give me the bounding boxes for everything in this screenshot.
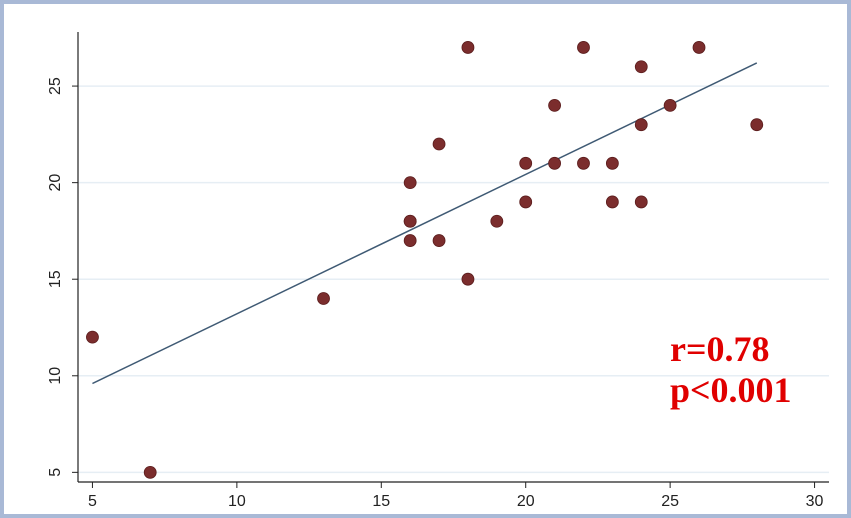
data-point	[605, 195, 619, 209]
y-tick-label: 5	[47, 468, 64, 477]
fit-line	[92, 62, 758, 385]
x-tick-label: 20	[517, 493, 535, 510]
data-point	[461, 272, 475, 286]
data-point	[692, 41, 706, 54]
data-point	[634, 60, 648, 74]
y-ticks: 5 10 15 20 25	[47, 77, 78, 477]
data-point	[403, 176, 417, 190]
x-tick-label: 5	[88, 493, 97, 510]
x-ticks: 5 10 15 20 25 30	[88, 482, 824, 510]
data-point	[519, 195, 533, 209]
x-tick-label: 25	[661, 493, 679, 510]
gridlines	[78, 85, 829, 474]
data-point	[634, 118, 648, 132]
x-tick-label: 10	[228, 493, 246, 510]
correlation-annotation: r=0.78	[670, 329, 770, 369]
y-tick-label: 10	[47, 367, 64, 385]
data-point	[143, 465, 157, 479]
data-point	[548, 98, 561, 112]
data-point	[663, 98, 677, 112]
data-point	[548, 156, 561, 170]
y-tick-label: 20	[47, 174, 64, 192]
data-point	[432, 234, 446, 247]
x-tick-label: 15	[372, 493, 390, 510]
data-point	[432, 137, 446, 151]
data-points	[86, 41, 764, 479]
data-point	[461, 41, 475, 54]
data-point	[750, 118, 764, 132]
x-tick-label: 30	[806, 493, 824, 510]
data-point	[403, 214, 417, 228]
data-point	[86, 330, 99, 344]
data-point	[490, 214, 504, 228]
data-point	[605, 156, 619, 170]
data-point	[317, 292, 330, 305]
data-point	[519, 156, 533, 170]
p-value-annotation: p<0.001	[670, 370, 792, 410]
y-tick-label: 25	[47, 77, 64, 95]
data-point	[634, 195, 648, 209]
data-point	[577, 41, 590, 54]
data-point	[403, 234, 417, 247]
data-point	[577, 156, 590, 170]
y-tick-label: 15	[47, 270, 64, 288]
